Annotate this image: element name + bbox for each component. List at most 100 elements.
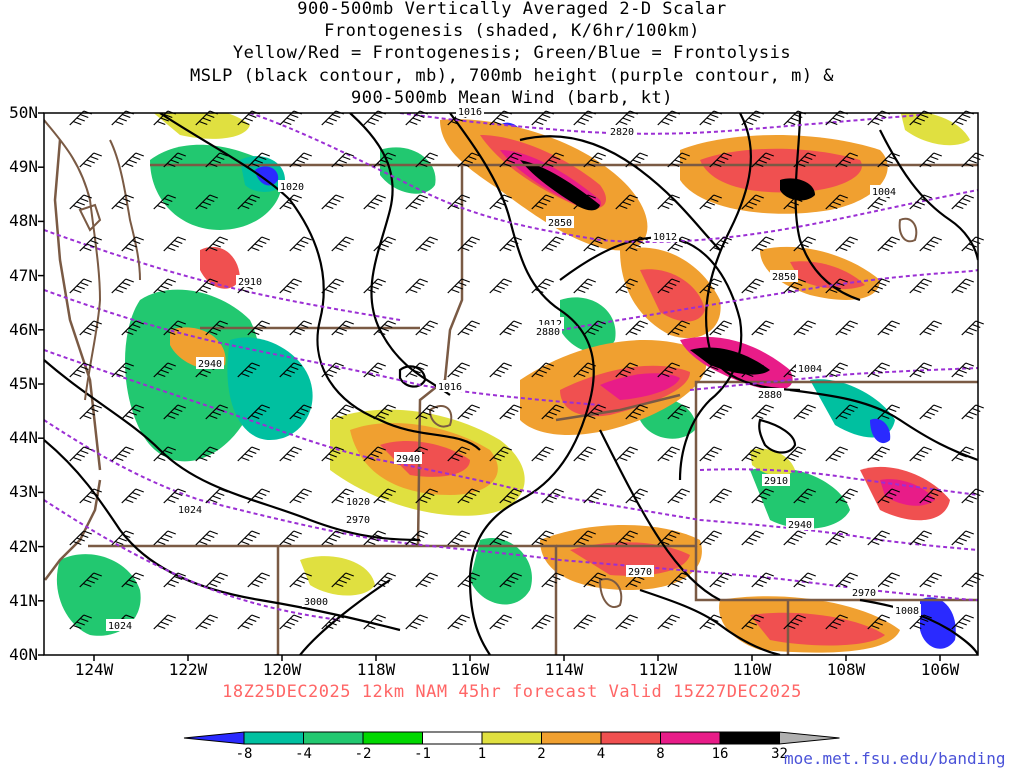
- wind-barb: [583, 404, 606, 420]
- map-plot-area: [44, 113, 978, 655]
- coastline: [44, 119, 918, 608]
- contour-label-bg: [770, 270, 798, 282]
- wind-barb: [457, 404, 480, 420]
- lat-label: 49N: [9, 157, 38, 177]
- wind-barb: [331, 488, 354, 504]
- wind-barb: [363, 446, 386, 462]
- wind-barb: [111, 194, 134, 210]
- wind-barb: [457, 488, 480, 504]
- source-url[interactable]: moe.met.fsu.edu/banding: [784, 749, 1006, 768]
- colorbar-tick-label: -4: [295, 746, 312, 762]
- wind-barb: [741, 614, 764, 630]
- wind-barb: [321, 194, 344, 210]
- colorbar-tick-label: 32: [771, 746, 788, 762]
- wind-barb: [153, 614, 176, 630]
- wind-barb: [363, 362, 386, 378]
- wind-barb: [751, 572, 774, 588]
- wind-barb: [541, 404, 564, 420]
- mslp-contour-label: 1012: [538, 319, 562, 330]
- title-line-5: 900-500mb Mean Wind (barb, kt): [350, 88, 674, 108]
- mslp-contour-label: 1016: [438, 382, 462, 393]
- height-contour-label: 2940: [396, 454, 420, 465]
- frontogenesis-shading: [153, 113, 970, 653]
- wind-barb: [153, 278, 176, 294]
- colorbar-tick-label: 16: [711, 746, 729, 762]
- wind-barb: [909, 446, 932, 462]
- wind-barb: [153, 110, 176, 126]
- wind-barb: [79, 572, 102, 588]
- wind-barb: [583, 572, 606, 588]
- wind-barb: [111, 446, 134, 462]
- wind-barb: [415, 404, 438, 420]
- height-contour-label: 2880: [536, 327, 560, 338]
- wind-barb: [835, 404, 858, 420]
- wind-barb: [79, 488, 102, 504]
- wind-barb: [373, 236, 396, 252]
- wind-barb: [447, 194, 470, 210]
- wind-barb: [531, 614, 554, 630]
- wind-barb: [289, 572, 312, 588]
- mslp-contour-label: 1008: [895, 606, 919, 617]
- wind-barb: [667, 320, 690, 336]
- wind-barb: [163, 488, 186, 504]
- height-contour-label: 2970: [852, 588, 876, 599]
- wind-barb: [909, 110, 932, 126]
- wind-barb: [741, 362, 764, 378]
- lat-label: 47N: [9, 265, 38, 285]
- contour-label-bg: [278, 180, 306, 192]
- wind-barb: [363, 530, 386, 546]
- wind-barb: [321, 530, 344, 546]
- wind-barb: [783, 530, 806, 546]
- wind-barb: [163, 404, 186, 420]
- wind-barb: [573, 530, 596, 546]
- title-line-4: MSLP (black contour, mb), 700mb height (…: [189, 66, 835, 86]
- wind-barb: [657, 194, 680, 210]
- contour-labels: 1016 1020 1012 1012 1004 1004 1016 1020 1024 1024…: [106, 105, 921, 632]
- wind-barb: [961, 152, 984, 168]
- lat-label: 43N: [9, 482, 38, 502]
- wind-barb: [121, 572, 144, 588]
- wind-barb: [699, 194, 722, 210]
- wind-barb: [247, 404, 270, 420]
- wind-barb: [489, 110, 512, 126]
- wind-barb: [541, 572, 564, 588]
- contour-label-bg: [756, 388, 784, 400]
- colorbar-swatch: [481, 731, 542, 745]
- wind-barb: [163, 152, 186, 168]
- wind-barb: [573, 110, 596, 126]
- wind-barb: [531, 446, 554, 462]
- lon-label: 110W: [732, 660, 772, 679]
- wind-barb: [909, 194, 932, 210]
- wind-barb: [573, 614, 596, 630]
- wind-barb: [499, 236, 522, 252]
- colorbar-tick-label: 8: [656, 746, 665, 762]
- wind-barb: [69, 614, 92, 630]
- wind-barb: [699, 614, 722, 630]
- wind-barb: [363, 614, 386, 630]
- wind-barb: [163, 236, 186, 252]
- wind-barb: [237, 530, 260, 546]
- wind-barb: [205, 152, 228, 168]
- wind-barb: [121, 320, 144, 336]
- wind-barb: [279, 362, 302, 378]
- colorbar-swatch: [303, 731, 364, 745]
- wind-barb: [699, 278, 722, 294]
- wind-barb: [447, 362, 470, 378]
- wind-barb: [825, 446, 848, 462]
- wind-barb: [783, 194, 806, 210]
- title-line-3: Yellow/Red = Frontogenesis; Green/Blue =…: [232, 43, 792, 63]
- wind-barb: [195, 278, 218, 294]
- wind-barb: [625, 488, 648, 504]
- lat-label: 41N: [9, 590, 38, 610]
- wind-barb: [457, 236, 480, 252]
- wind-barb: [919, 404, 942, 420]
- wind-barb: [657, 110, 680, 126]
- wind-barb: [69, 530, 92, 546]
- wind-barb: [289, 236, 312, 252]
- wind-barb: [279, 614, 302, 630]
- wind-barb: [793, 488, 816, 504]
- wind-barb: [489, 278, 512, 294]
- wind-barb: [583, 488, 606, 504]
- wind-barb: [667, 152, 690, 168]
